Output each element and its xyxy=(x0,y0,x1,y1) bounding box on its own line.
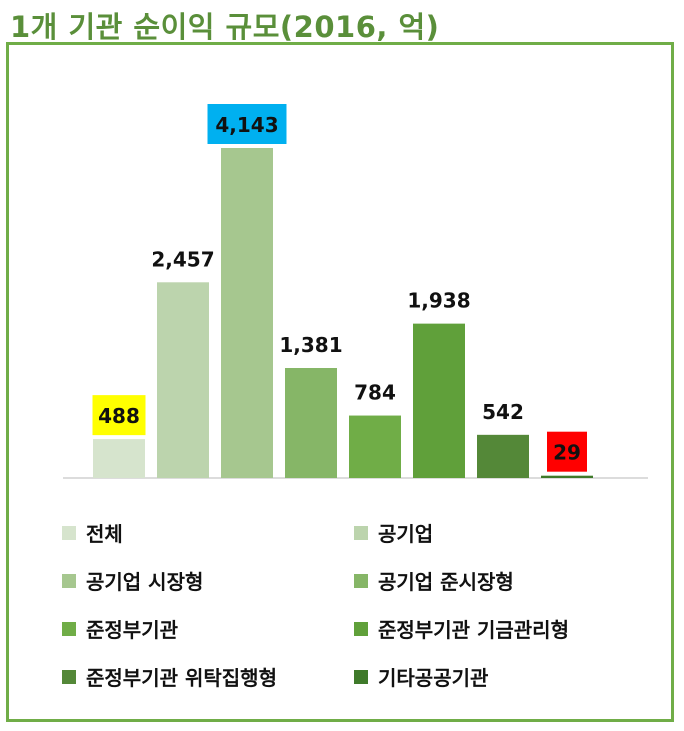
legend-label: 전체 xyxy=(86,522,123,546)
legend-swatch xyxy=(62,573,76,588)
legend-item-2: 공기업 xyxy=(354,518,433,547)
legend-swatch xyxy=(62,669,76,684)
legend-swatch xyxy=(354,669,368,684)
legend-label: 공기업 xyxy=(378,522,434,546)
legend-label: 공기업 시장형 xyxy=(86,570,204,594)
legend-label: 기타공공기관 xyxy=(378,666,489,690)
data-label-5: 784 xyxy=(354,381,396,405)
legend-swatch xyxy=(354,525,368,540)
legend-item-7: 준정부기관 위탁집행형 xyxy=(62,662,277,691)
bar-6 xyxy=(413,323,465,478)
data-label-8: 29 xyxy=(553,441,581,465)
legend-item-1: 전체 xyxy=(62,518,123,547)
data-label-2: 2,457 xyxy=(151,247,214,271)
legend-swatch xyxy=(62,621,76,636)
legend-item-6: 준정부기관 기금관리형 xyxy=(354,614,569,643)
data-label-highlight-1 xyxy=(92,395,146,436)
data-label-3: 4,143 xyxy=(215,113,278,137)
data-label-6: 1,938 xyxy=(407,289,470,313)
bar-7 xyxy=(477,434,529,478)
data-label-4: 1,381 xyxy=(279,333,342,357)
legend-label: 준정부기관 xyxy=(86,618,178,642)
bar-4 xyxy=(285,368,337,478)
legend-item-5: 준정부기관 xyxy=(62,614,178,643)
chart-title: 1개 기관 순이익 규모(2016, 억) xyxy=(10,10,440,44)
bar-8 xyxy=(541,475,593,478)
legend-label: 준정부기관 위탁집행형 xyxy=(86,666,277,690)
data-label-7: 542 xyxy=(482,400,524,424)
legend-item-8: 기타공공기관 xyxy=(354,662,488,691)
data-label-1: 488 xyxy=(98,404,140,428)
legend-label: 공기업 준시장형 xyxy=(378,570,514,594)
legend-swatch xyxy=(354,573,368,588)
bar-3 xyxy=(221,148,273,478)
legend-swatch xyxy=(354,621,368,636)
legend-item-3: 공기업 시장형 xyxy=(62,566,203,595)
data-label-highlight-8 xyxy=(547,431,587,472)
bar-2 xyxy=(157,282,209,478)
bar-1 xyxy=(93,439,145,478)
legend-swatch xyxy=(62,525,76,540)
legend-item-4: 공기업 준시장형 xyxy=(354,566,514,595)
chart-frame xyxy=(6,42,674,722)
legend-label: 준정부기관 기금관리형 xyxy=(378,618,569,642)
bar-5 xyxy=(349,415,401,478)
data-label-highlight-3 xyxy=(207,104,287,144)
